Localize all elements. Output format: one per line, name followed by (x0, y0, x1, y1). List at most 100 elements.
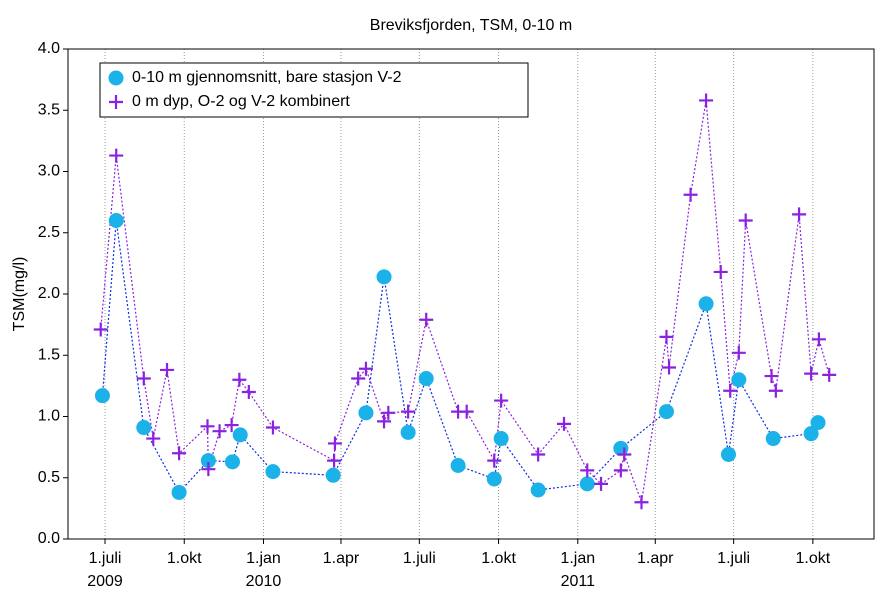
data-point (803, 426, 819, 442)
x-tick-label: 1.jan (560, 550, 595, 567)
x-tick-label: 1.juli (717, 550, 750, 567)
y-tick-label: 4.0 (38, 40, 60, 57)
y-tick-label: 2.0 (38, 285, 60, 302)
data-point (325, 467, 341, 483)
data-point (160, 362, 175, 377)
data-point (594, 476, 609, 491)
data-point (358, 361, 373, 376)
data-point (400, 424, 416, 440)
data-point (720, 446, 736, 462)
legend-marker (108, 70, 124, 86)
data-point (327, 436, 342, 451)
x-tick-label: 1.jan (246, 550, 281, 567)
x-tick-label: 1.okt (481, 550, 516, 567)
data-point (109, 148, 124, 163)
legend-label: 0 m dyp, O-2 og V-2 kombinert (132, 93, 350, 110)
data-point (136, 420, 152, 436)
data-point (94, 388, 110, 404)
data-point (768, 383, 783, 398)
data-point (822, 367, 837, 382)
data-point (804, 366, 819, 381)
data-point (172, 446, 187, 461)
data-point (381, 405, 396, 420)
y-tick-label: 2.5 (38, 224, 60, 241)
data-point (731, 345, 746, 360)
x-tick-label: 1.apr (323, 550, 360, 567)
data-point (418, 371, 434, 387)
y-axis-label: TSM(mg/l) (11, 257, 28, 332)
data-point (738, 213, 753, 228)
x-tick-label: 1.juli (403, 550, 436, 567)
data-point (200, 453, 216, 469)
series-line (100, 100, 830, 503)
x-tick-label: 1.okt (796, 550, 831, 567)
data-point (358, 405, 374, 421)
data-point (486, 471, 502, 487)
data-point (401, 404, 416, 419)
data-point (171, 484, 187, 500)
x-tick-year: 2009 (87, 573, 123, 590)
data-point (459, 404, 474, 419)
data-point (613, 463, 628, 478)
data-point (146, 431, 161, 446)
data-point (241, 385, 256, 399)
data-point (617, 447, 632, 462)
data-point (662, 360, 677, 375)
data-point (265, 464, 281, 480)
x-tick-label: 1.okt (167, 550, 202, 567)
x-tick-year: 2011 (561, 573, 596, 590)
data-point (327, 453, 342, 468)
data-point (699, 93, 714, 108)
data-point (765, 431, 781, 447)
data-point (531, 447, 546, 462)
data-point (487, 453, 502, 468)
data-point (634, 495, 649, 510)
y-tick-label: 3.0 (38, 163, 60, 180)
legend-box (99, 62, 529, 118)
data-point (698, 296, 714, 312)
x-tick-label: 1.juli (89, 550, 122, 567)
data-point (224, 454, 240, 470)
data-point (530, 482, 546, 498)
data-point (212, 424, 227, 439)
data-point (792, 207, 807, 222)
data-point (450, 458, 466, 473)
data-point (200, 419, 215, 434)
data-point (201, 462, 216, 477)
data-point (108, 213, 124, 228)
data-point (810, 415, 826, 431)
data-point (713, 264, 728, 279)
y-tick-label: 1.5 (38, 346, 60, 363)
y-tick-label: 0.5 (38, 469, 60, 486)
chart-title: Breviksfjorden, TSM, 0-10 m (370, 17, 572, 34)
x-tick-label: 1.apr (637, 550, 674, 567)
data-point (494, 393, 509, 408)
data-point (723, 383, 738, 398)
y-tick-label: 3.5 (38, 101, 60, 118)
data-point (658, 404, 674, 420)
data-point (377, 414, 392, 429)
data-point (580, 463, 595, 478)
data-point (493, 431, 509, 447)
data-point (764, 369, 779, 384)
data-point (351, 371, 366, 386)
data-point (731, 372, 747, 388)
plot-frame (67, 48, 875, 540)
series-line (101, 220, 819, 494)
data-point (579, 476, 595, 492)
data-point (136, 371, 151, 386)
data-point (232, 427, 248, 443)
y-tick-label: 0.0 (38, 530, 60, 547)
data-point (376, 269, 392, 285)
data-point (224, 418, 239, 433)
data-point (232, 372, 247, 387)
data-point (557, 416, 571, 431)
data-point (265, 420, 280, 435)
data-point (419, 312, 434, 327)
legend-label: 0-10 m gjennomsnitt, bare stasjon V-2 (132, 69, 402, 86)
data-point (811, 332, 826, 347)
data-point (683, 187, 698, 202)
y-tick-label: 1.0 (38, 408, 60, 425)
